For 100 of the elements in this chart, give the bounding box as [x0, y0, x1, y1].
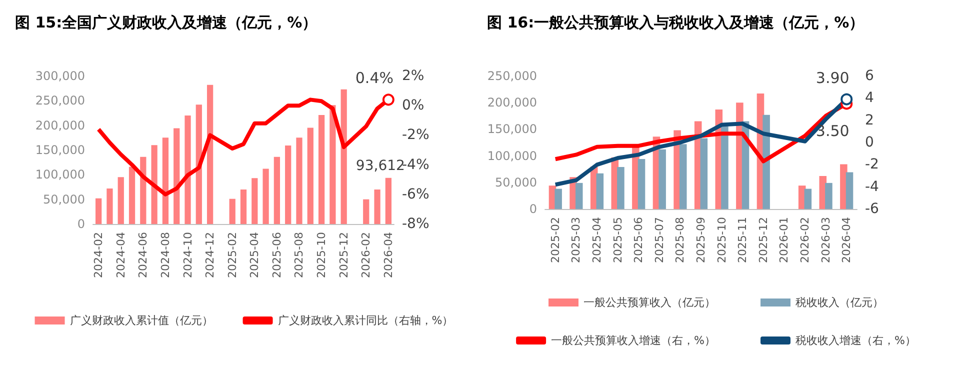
- bar: [385, 178, 392, 224]
- y2-tick-label: 0: [865, 134, 874, 150]
- data-label: 3.90: [816, 68, 850, 87]
- bar: [307, 128, 314, 224]
- bar: [638, 158, 646, 209]
- y-tick-label: 0: [77, 217, 85, 231]
- bar: [118, 177, 124, 224]
- bar: [229, 198, 236, 224]
- x-tick-label: 2025-02: [548, 217, 562, 263]
- y2-tick-label: 0%: [402, 98, 424, 114]
- legend-label: 广义财政收入累计值（亿元）: [70, 314, 213, 327]
- y2-tick-label: 4: [865, 90, 874, 106]
- x-tick-label: 2025-12: [756, 217, 770, 263]
- bar: [151, 145, 158, 224]
- legend-label: 税收收入增速（右，%）: [796, 334, 916, 347]
- bar: [804, 188, 812, 209]
- bar: [596, 173, 604, 209]
- bar: [206, 84, 214, 224]
- chart-title: 图 16:一般公共预算收入与税收收入及增速（亿元，%）: [487, 14, 864, 32]
- bar: [658, 149, 666, 209]
- bar: [721, 126, 728, 209]
- y2-tick-label: -6: [865, 201, 880, 217]
- data-label: 0.4%: [355, 69, 394, 88]
- x-tick-label: 2025-06: [632, 217, 646, 263]
- y-tick-label: 50,000: [495, 175, 537, 190]
- bar: [128, 166, 136, 224]
- x-tick-label: 2025-02: [226, 232, 239, 278]
- y-tick-label: 150,000: [35, 143, 85, 157]
- legend-label: 一般公共预算收入（亿元）: [584, 296, 716, 309]
- bar: [96, 198, 102, 224]
- bar: [679, 144, 687, 209]
- bar: [296, 138, 302, 224]
- bar: [184, 115, 191, 224]
- bar: [162, 138, 169, 224]
- bar: [554, 188, 562, 209]
- x-tick-label: 2026-04: [840, 217, 854, 263]
- x-tick-label: 2025-10: [715, 217, 728, 263]
- x-tick-label: 2026-02: [798, 217, 812, 263]
- x-tick-label: 2025-05: [611, 217, 624, 263]
- x-tick-label: 2024-06: [136, 232, 150, 278]
- x-tick-label: 2025-03: [570, 217, 583, 263]
- x-tick-label: 2025-12: [337, 232, 350, 278]
- x-tick-label: 2025-06: [270, 232, 284, 278]
- x-tick-label: 2026-01: [778, 217, 791, 263]
- x-tick-label: 2025-04: [590, 217, 604, 263]
- bar: [340, 89, 347, 224]
- bar: [252, 178, 258, 224]
- bar: [318, 114, 325, 224]
- x-tick-label: 2025-08: [292, 232, 306, 278]
- x-tick-label: 2024-12: [204, 232, 217, 278]
- x-tick-label: 2024-08: [158, 232, 172, 278]
- x-tick-label: 2024-10: [181, 232, 194, 278]
- y-tick-label: 100,000: [35, 168, 85, 182]
- x-tick-label: 2025-07: [652, 217, 666, 263]
- bar: [700, 138, 708, 209]
- y-tick-label: 100,000: [487, 148, 537, 163]
- y2-tick-label: 2: [865, 112, 874, 128]
- y2-tick-label: -2: [865, 156, 879, 173]
- bar: [575, 182, 583, 209]
- x-tick-label: 2026-03: [819, 217, 832, 263]
- bar: [285, 146, 292, 224]
- y-tick-label: 50,000: [43, 192, 85, 206]
- y2-tick-label: 6: [865, 68, 874, 84]
- bar: [262, 168, 269, 224]
- bar: [330, 105, 336, 224]
- y2-tick-label: -8%: [402, 216, 430, 232]
- legend-label: 广义财政收入累计同比（右轴，%）: [278, 314, 454, 327]
- data-label: 93,612: [356, 158, 405, 174]
- x-tick-label: 2025-09: [694, 217, 708, 263]
- chart-title: 图 15:全国广义财政收入及增速（亿元，%）: [15, 14, 318, 32]
- bar: [374, 189, 380, 224]
- y-tick-label: 250,000: [35, 94, 85, 108]
- legend-label: 税收收入（亿元）: [796, 296, 884, 309]
- x-tick-label: 2025-10: [315, 232, 328, 278]
- y-tick-label: 300,000: [35, 69, 85, 83]
- bar: [140, 156, 146, 224]
- x-tick-label: 2025-08: [674, 217, 687, 263]
- bar: [240, 189, 247, 224]
- bar: [617, 166, 624, 209]
- bar: [846, 172, 854, 209]
- bar: [762, 114, 770, 209]
- y-tick-label: 200,000: [487, 96, 537, 110]
- y-tick-label: 200,000: [35, 118, 85, 132]
- x-tick-label: 2024-02: [92, 232, 106, 278]
- x-tick-label: 2024-04: [114, 232, 128, 278]
- bar: [106, 188, 113, 224]
- bar: [825, 182, 832, 209]
- y-tick-label: 150,000: [487, 122, 537, 136]
- y-tick-label: 0: [529, 202, 537, 216]
- y2-tick-label: -4: [865, 178, 880, 195]
- y2-tick-label: 2%: [402, 68, 424, 84]
- x-tick-label: 2026-02: [360, 232, 373, 278]
- data-label: 3.50: [816, 122, 850, 140]
- y2-tick-label: -6%: [402, 186, 430, 202]
- x-tick-label: 2025-11: [736, 217, 750, 263]
- x-tick-label: 2025-04: [248, 232, 262, 278]
- y-tick-label: 250,000: [487, 69, 537, 83]
- bar: [363, 199, 370, 224]
- y2-tick-label: -4%: [402, 156, 430, 173]
- x-tick-label: 2026-04: [382, 232, 395, 278]
